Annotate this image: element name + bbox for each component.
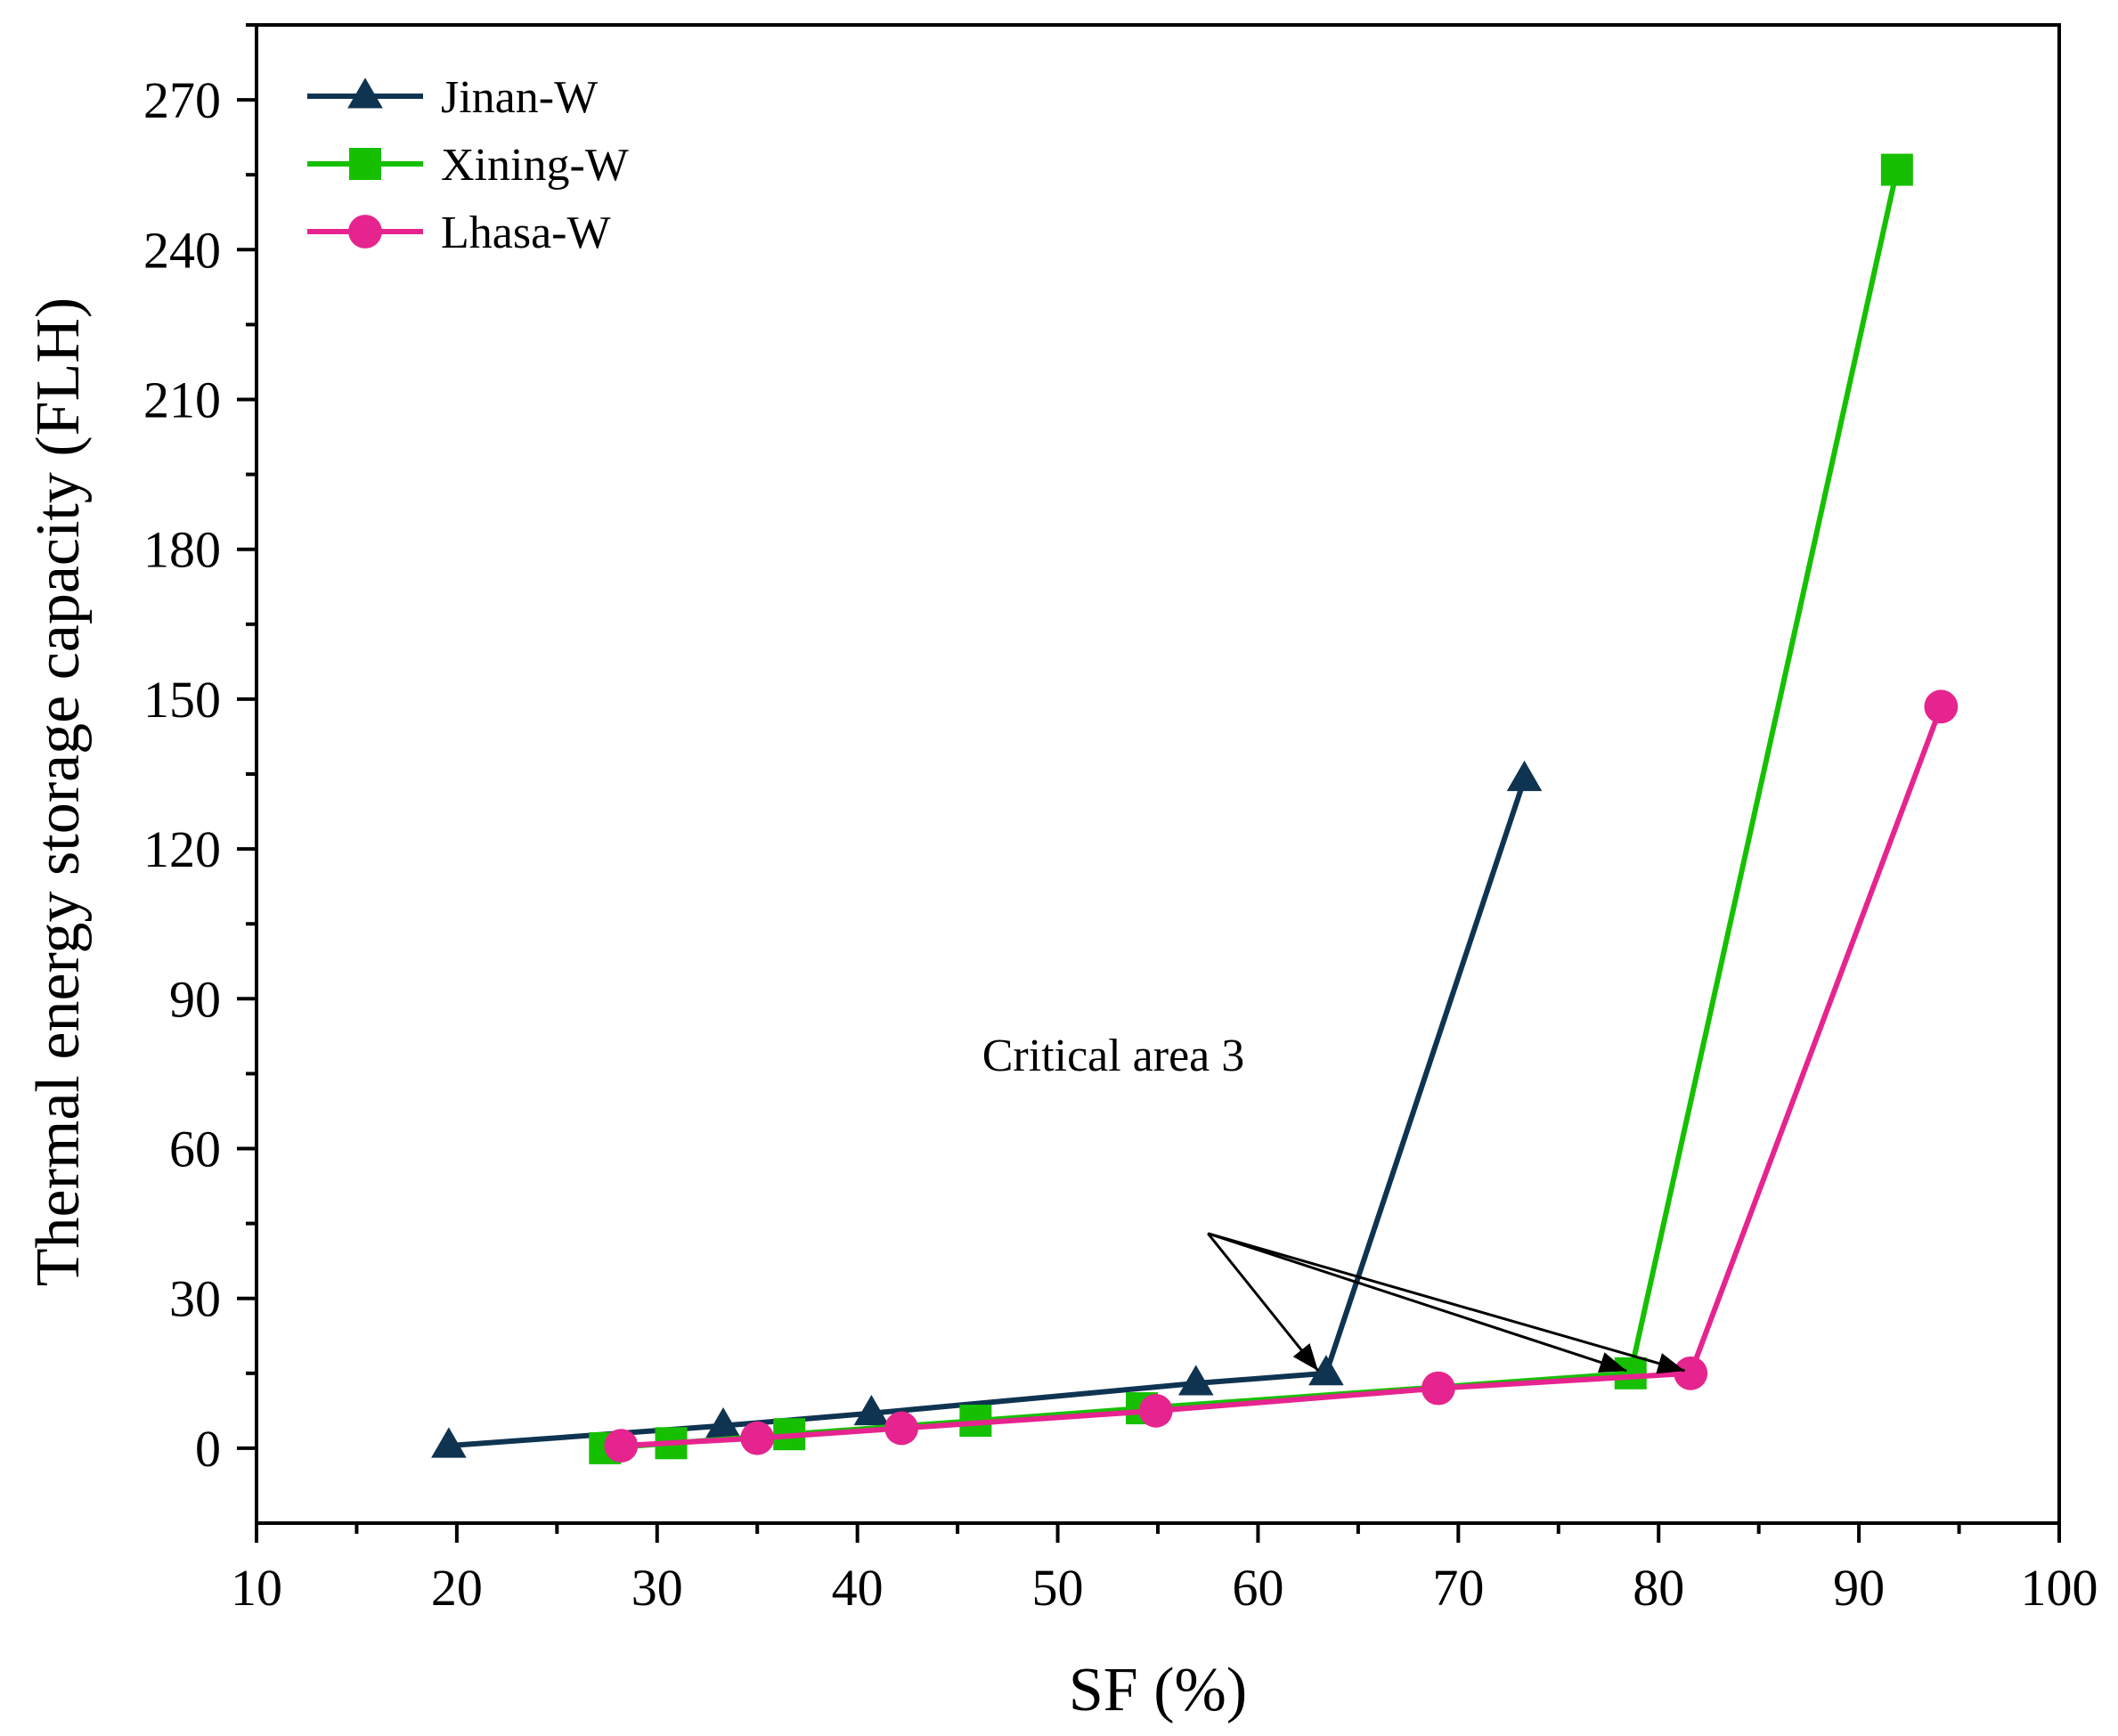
legend-marker-xining-w xyxy=(349,148,381,180)
x-tick-label: 10 xyxy=(231,1559,282,1617)
series-line-xining-w xyxy=(605,168,1900,1451)
legend-label-jinan-w: Jinan-W xyxy=(441,72,598,123)
annotation-label: Critical area 3 xyxy=(982,1031,1245,1081)
data-point-lhasa-w xyxy=(1421,1371,1455,1406)
data-point-jinan-w xyxy=(1308,1355,1344,1386)
series-line-jinan-w xyxy=(448,778,1527,1449)
y-tick-label: 120 xyxy=(143,820,221,878)
y-tick-label: 150 xyxy=(143,671,221,729)
x-tick-label: 90 xyxy=(1833,1559,1885,1617)
legend-label-lhasa-w: Lhasa-W xyxy=(441,208,611,258)
x-tick-label: 30 xyxy=(631,1559,683,1617)
y-tick-label: 210 xyxy=(143,371,221,429)
data-point-lhasa-w xyxy=(1138,1393,1173,1428)
legend-marker-lhasa-w xyxy=(348,215,382,249)
x-tick-label: 100 xyxy=(2021,1559,2098,1617)
y-tick-label: 0 xyxy=(195,1420,221,1478)
data-point-jinan-w xyxy=(431,1427,467,1458)
data-point-xining-w xyxy=(1880,153,1913,186)
legend-label-xining-w: Xining-W xyxy=(441,140,629,191)
y-tick-label: 240 xyxy=(143,221,221,279)
data-point-jinan-w xyxy=(705,1406,741,1439)
data-point-lhasa-w xyxy=(604,1429,639,1463)
data-point-lhasa-w xyxy=(884,1411,919,1446)
data-point-xining-w xyxy=(1614,1357,1647,1390)
x-tick-label: 60 xyxy=(1232,1559,1283,1617)
x-tick-label: 20 xyxy=(431,1559,483,1617)
y-tick-label: 90 xyxy=(169,970,221,1028)
data-point-lhasa-w xyxy=(1924,689,1959,724)
y-tick-label: 30 xyxy=(169,1270,221,1328)
data-point-lhasa-w xyxy=(740,1421,775,1455)
data-point-jinan-w xyxy=(1506,760,1543,792)
data-point-lhasa-w xyxy=(1674,1356,1708,1390)
x-tick-label: 50 xyxy=(1032,1559,1084,1617)
legend-marker-jinan-w xyxy=(347,77,383,109)
y-tick-label: 270 xyxy=(143,71,221,129)
x-tick-label: 70 xyxy=(1432,1559,1484,1617)
annotation-arrow xyxy=(1207,1232,1685,1374)
x-tick-label: 40 xyxy=(832,1559,884,1617)
series-line-lhasa-w xyxy=(621,705,1944,1449)
y-tick-label: 60 xyxy=(169,1121,221,1178)
x-tick-label: 80 xyxy=(1633,1559,1684,1617)
data-point-jinan-w xyxy=(853,1394,890,1426)
data-point-jinan-w xyxy=(1177,1365,1214,1396)
annotation-arrow xyxy=(1207,1232,1627,1373)
y-axis-title: Thermal energy storage capacity (FLH) xyxy=(24,297,93,1286)
x-axis-title: SF (%) xyxy=(1069,1656,1247,1724)
y-tick-label: 180 xyxy=(143,521,221,579)
annotation-arrow xyxy=(1207,1232,1320,1372)
